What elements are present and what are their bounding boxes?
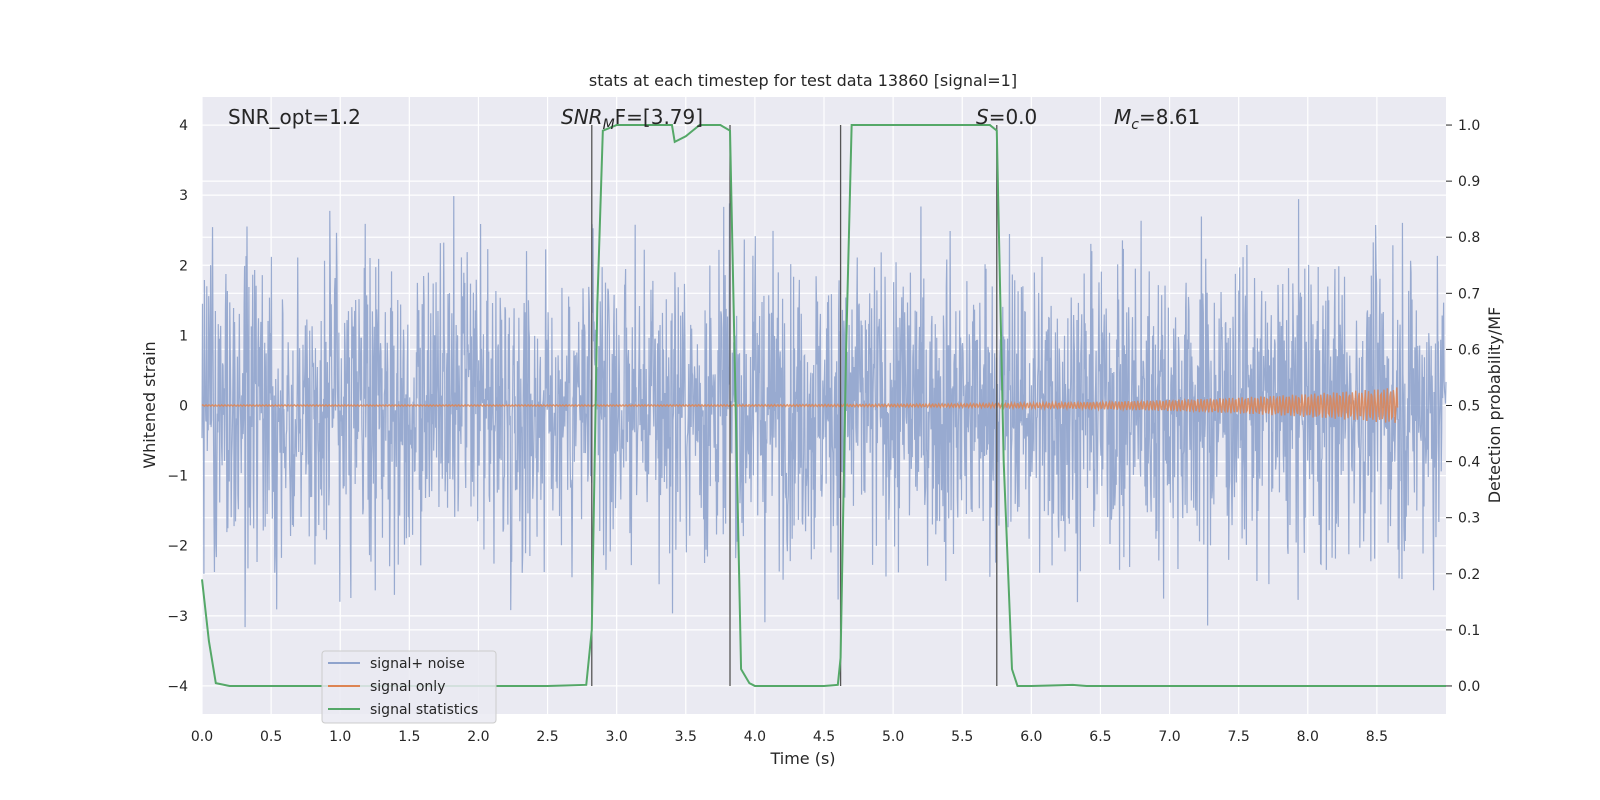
x-tick-label: 1.5 [398,729,420,745]
annotation-mc-rest: =8.61 [1139,105,1200,129]
annotation-snr-mf: SNRMF=[3.79] [561,105,703,133]
x-tick-label: 5.0 [882,729,904,745]
x-tick-label: 5.5 [951,729,973,745]
x-tick-label: 8.0 [1297,729,1319,745]
annotation-snr-mf-sub: M [603,117,615,133]
annotation-snr-opt: SNR_opt=1.2 [228,105,361,129]
y2-tick-label: 0.0 [1458,679,1480,695]
legend-label-noise: signal+ noise [370,656,465,672]
y2-axis-label: Detection probability/MF [1485,307,1504,504]
x-tick-label: 3.0 [606,729,628,745]
y-tick-label: −2 [167,539,188,555]
annotation-mc: Mc=8.61 [1114,105,1200,133]
annotation-snr-mf-base: SNR [561,105,603,129]
y2-tick-label: 1.0 [1458,118,1480,134]
signal-trace [201,387,1399,423]
x-tick-label: 3.5 [675,729,697,745]
annotation-snr-mf-rest: F=[3.79] [615,105,703,129]
y-axis-label: Whitened strain [140,341,159,468]
x-tick-label: 4.0 [744,729,766,745]
legend-box [321,650,497,724]
x-tick-label: 0.0 [191,729,213,745]
signal-statistics-series [201,124,1446,687]
y2-tick-label: 0.1 [1458,623,1480,639]
y2-tick-label: 0.9 [1458,174,1480,190]
statistics-trace [201,124,1446,687]
y-tick-label: −4 [167,679,188,695]
signal-only-series [201,387,1399,423]
x-tick-label: 7.0 [1158,729,1180,745]
y2-tick-label: 0.3 [1458,511,1480,527]
x-tick-label: 1.0 [329,729,351,745]
noise-trace [201,196,1447,628]
y2-tick-label: 0.4 [1458,455,1480,471]
y-tick-label: −3 [167,609,188,625]
annotation-s-base: S [976,105,989,129]
annotation-s-rest: =0.0 [989,105,1038,129]
chart-title: stats at each timestep for test data 138… [589,71,1017,90]
x-axis-label: Time (s) [769,749,835,768]
y2-tick-label: 0.5 [1458,399,1480,415]
vertical-markers [591,125,998,686]
x-tick-label: 8.5 [1366,729,1388,745]
legend: signal+ noise signal only signal statist… [321,650,497,724]
y2-tick-label: 0.2 [1458,567,1480,583]
x-tick-label: 2.5 [536,729,558,745]
y-axis-ticks: −4 −3 −2 −1 0 1 2 3 4 [167,118,188,695]
x-tick-label: 6.0 [1020,729,1042,745]
annotation-s: S=0.0 [976,105,1037,129]
y-tick-label: 4 [179,118,188,134]
legend-label-signal: signal only [370,679,445,695]
y2-tick-label: 0.7 [1458,286,1480,302]
y-tick-label: 0 [179,399,188,415]
x-tick-label: 0.5 [260,729,282,745]
x-tick-label: 6.5 [1089,729,1111,745]
x-tick-label: 7.5 [1228,729,1250,745]
annotation-mc-sub: c [1131,117,1139,133]
y2-axis-ticks: 0.0 0.1 0.2 0.3 0.4 0.5 0.6 0.7 0.8 0.9 1.0 [1446,118,1480,695]
x-axis-ticks: 0.0 0.5 1.0 1.5 2.0 2.5 3.0 3.5 4.0 4.5 5.0 5.5 6.0 6… [191,729,1388,745]
annotation-mc-base: M [1114,105,1131,129]
y-tick-label: 2 [179,258,188,274]
y-tick-label: −1 [167,469,188,485]
y-tick-label: 3 [179,188,188,204]
y2-tick-label: 0.6 [1458,342,1480,358]
y2-tick-label: 0.8 [1458,230,1480,246]
y-tick-label: 1 [179,328,188,344]
x-tick-label: 2.0 [467,729,489,745]
x-tick-label: 4.5 [813,729,835,745]
legend-label-statistics: signal statistics [370,702,478,718]
noise-series [201,196,1447,628]
